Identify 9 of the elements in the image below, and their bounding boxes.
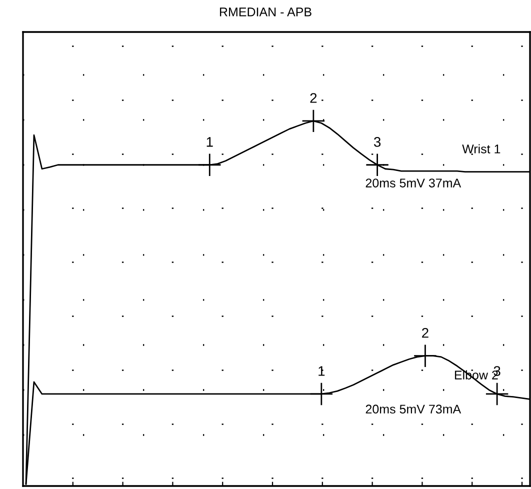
annotation: 20ms 5mV 73mA [366, 404, 462, 414]
annotation: Wrist 1 [462, 144, 500, 154]
annotation: 1 [318, 366, 325, 376]
chart-title: RMEDIAN - APB [220, 8, 312, 16]
annotation: 20ms 5mV 37mA [366, 178, 462, 188]
annotation: 2 [310, 93, 317, 103]
annotation: 1 [206, 137, 213, 147]
annotation: 2 [422, 328, 428, 338]
annotation: 3 [374, 137, 381, 147]
